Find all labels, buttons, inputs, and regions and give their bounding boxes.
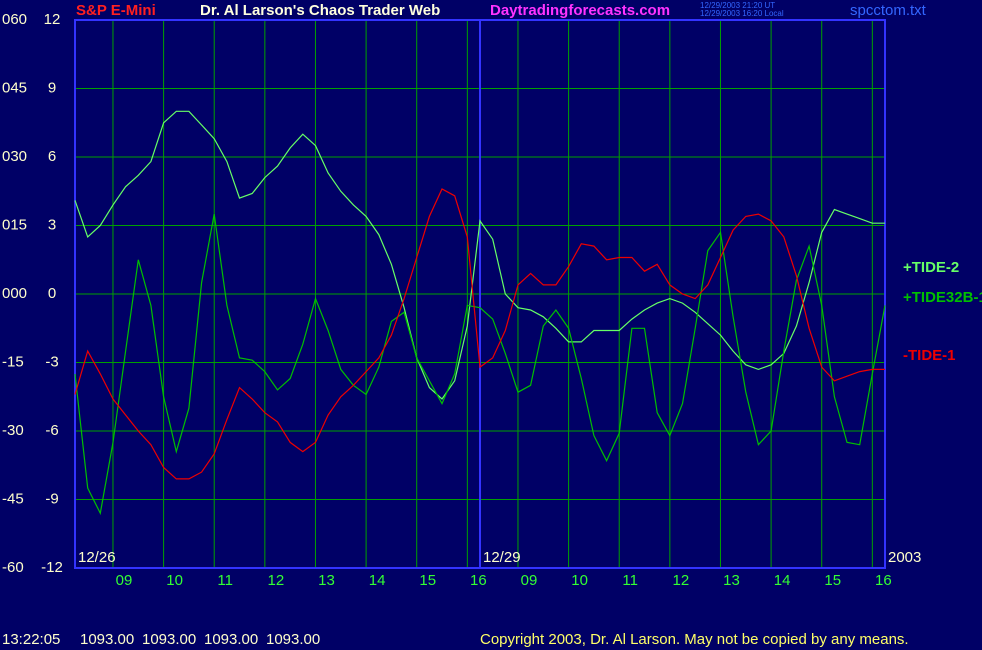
x-tick-label: 10: [571, 572, 588, 589]
legend-label: +TIDE-2: [903, 259, 959, 276]
legend-label: -TIDE-1: [903, 347, 956, 364]
y-tick-label: -3: [45, 353, 58, 370]
y2-tick-label: 045: [2, 79, 27, 96]
y2-tick-label: -45: [2, 490, 24, 507]
x-tick-label: 11: [622, 572, 638, 589]
y-tick-label: -6: [45, 422, 58, 439]
x-tick-label: 09: [116, 572, 133, 589]
x-tick-label: 15: [419, 572, 436, 589]
x-tick-label: 14: [774, 572, 791, 589]
y2-tick-label: 015: [2, 216, 27, 233]
filename: spcctom.txt: [850, 2, 927, 19]
x-tick-label: 10: [166, 572, 183, 589]
date-label: 2003: [888, 549, 921, 566]
y2-tick-label: 000: [2, 285, 27, 302]
x-tick-label: 13: [318, 572, 335, 589]
y-tick-label: 6: [48, 148, 56, 165]
x-tick-label: 16: [470, 572, 487, 589]
x-tick-label: 16: [875, 572, 892, 589]
x-tick-label: 11: [217, 572, 233, 589]
symbol: S&P E-Mini: [76, 2, 156, 19]
plot-border: [74, 19, 886, 569]
x-tick-label: 13: [723, 572, 740, 589]
x-tick-label: 12: [268, 572, 285, 589]
timestamp-local: 12/29/2003 16:20 Local: [700, 9, 784, 18]
x-tick-label: 12: [673, 572, 690, 589]
y2-tick-label: 060: [2, 11, 27, 28]
y2-tick-label: -30: [2, 422, 24, 439]
x-tick-label: 09: [521, 572, 538, 589]
series-line: [74, 213, 886, 516]
status-price: 1093.00: [266, 631, 320, 648]
y-tick-label: -12: [41, 559, 63, 576]
x-tick-label: 15: [824, 572, 841, 589]
y-tick-label: 12: [44, 11, 61, 28]
series-line: [74, 110, 885, 400]
copyright: Copyright 2003, Dr. Al Larson. May not b…: [480, 631, 909, 648]
y-tick-label: 3: [48, 216, 56, 233]
date-label: 12/26: [78, 549, 116, 566]
legend-label: +TIDE32B-1: [903, 289, 982, 306]
y2-tick-label: -15: [2, 353, 24, 370]
status-price: 1093.00: [204, 631, 258, 648]
x-tick-label: 14: [369, 572, 386, 589]
y-tick-label: -9: [45, 490, 58, 507]
chart-title: Dr. Al Larson's Chaos Trader Web: [200, 2, 440, 19]
series-line: [74, 188, 885, 480]
website: Daytradingforecasts.com: [490, 2, 670, 19]
status-price: 1093.00: [80, 631, 134, 648]
y2-tick-label: 030: [2, 148, 27, 165]
y-tick-label: 0: [48, 285, 56, 302]
y2-tick-label: -60: [2, 559, 24, 576]
date-label: 12/29: [483, 549, 521, 566]
y-tick-label: 9: [48, 79, 56, 96]
status-price: 1093.00: [142, 631, 196, 648]
status-time: 13:22:05: [2, 631, 60, 648]
timestamp-ut: 12/29/2003 21:20 UT: [700, 1, 775, 10]
